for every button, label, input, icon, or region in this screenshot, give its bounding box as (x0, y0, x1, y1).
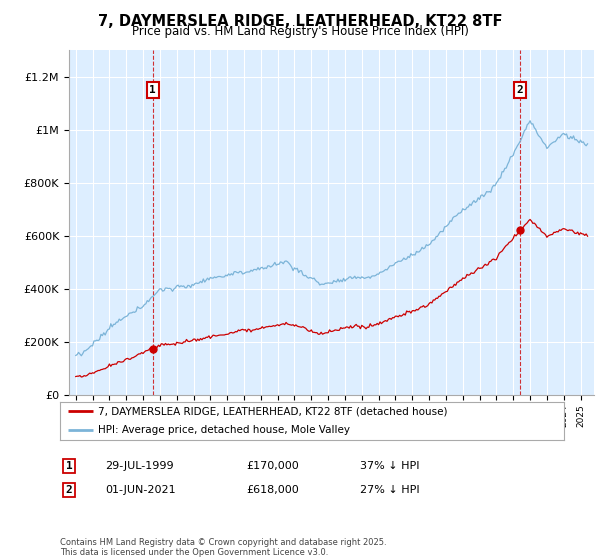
Text: HPI: Average price, detached house, Mole Valley: HPI: Average price, detached house, Mole… (98, 425, 350, 435)
Text: 1: 1 (149, 85, 156, 95)
Text: 1: 1 (65, 461, 73, 471)
Text: £618,000: £618,000 (246, 485, 299, 495)
Text: Contains HM Land Registry data © Crown copyright and database right 2025.
This d: Contains HM Land Registry data © Crown c… (60, 538, 386, 557)
Text: 37% ↓ HPI: 37% ↓ HPI (360, 461, 419, 471)
Text: 2: 2 (517, 85, 524, 95)
Text: 27% ↓ HPI: 27% ↓ HPI (360, 485, 419, 495)
Text: Price paid vs. HM Land Registry's House Price Index (HPI): Price paid vs. HM Land Registry's House … (131, 25, 469, 38)
Text: 7, DAYMERSLEA RIDGE, LEATHERHEAD, KT22 8TF: 7, DAYMERSLEA RIDGE, LEATHERHEAD, KT22 8… (98, 14, 502, 29)
Text: £170,000: £170,000 (246, 461, 299, 471)
Text: 2: 2 (65, 485, 73, 495)
Text: 29-JUL-1999: 29-JUL-1999 (105, 461, 173, 471)
Text: 7, DAYMERSLEA RIDGE, LEATHERHEAD, KT22 8TF (detached house): 7, DAYMERSLEA RIDGE, LEATHERHEAD, KT22 8… (98, 406, 448, 416)
Text: 01-JUN-2021: 01-JUN-2021 (105, 485, 176, 495)
